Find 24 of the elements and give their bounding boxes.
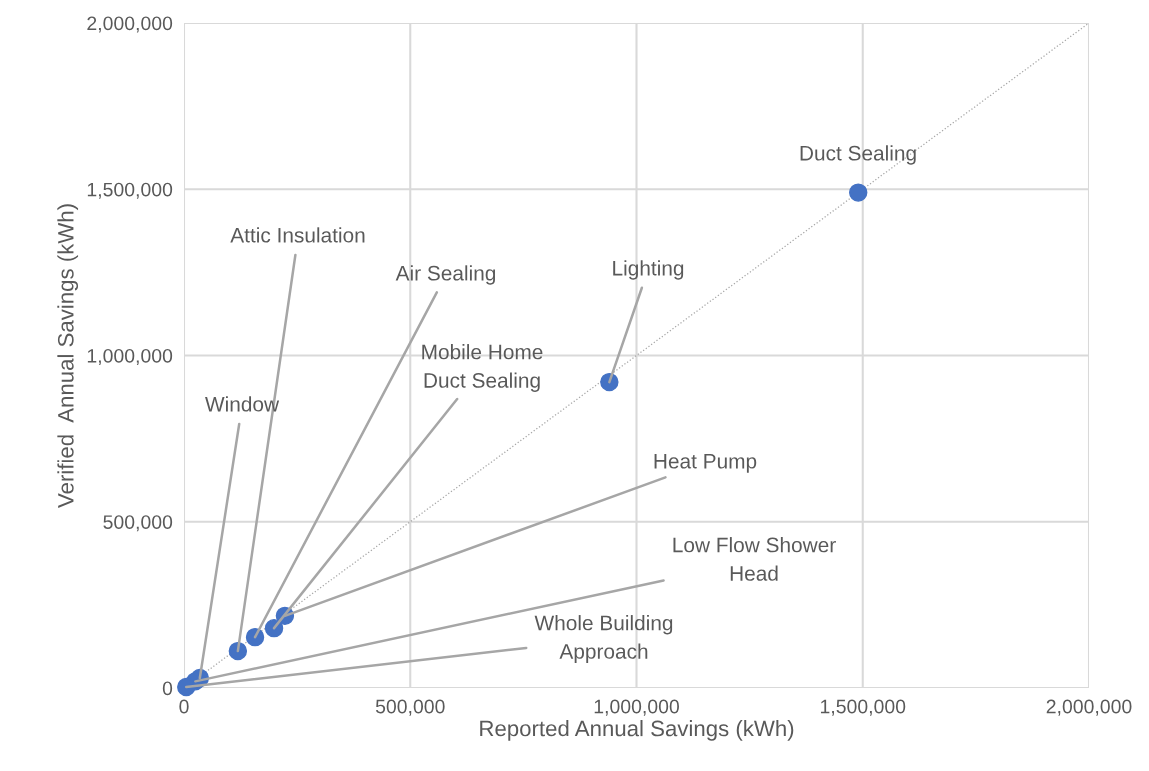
x-tick-label: 1,500,000 — [820, 699, 906, 716]
annotation: Lighting — [613, 260, 684, 280]
annotation: Low Flow Shower Head — [673, 537, 836, 581]
x-tick-label: 500,000 — [375, 699, 445, 716]
x-tick-label: 1,000,000 — [594, 699, 679, 716]
annotation: Air Sealing — [395, 265, 496, 285]
point — [849, 183, 868, 202]
annotation: Attic Insulation — [230, 227, 365, 243]
x-tick-label: 0 — [179, 699, 189, 714]
annotation: Whole Building Approach — [534, 615, 673, 663]
y-tick-label: 0 — [162, 681, 173, 696]
y-axis-title: Verified Annual Savings (kWh) — [57, 204, 79, 508]
y-tick-label: 500,000 — [103, 515, 173, 532]
y-tick-label: 1,500,000 — [87, 182, 173, 199]
annotation: Window — [205, 396, 280, 412]
x-tick-label: 2,000,000 — [1046, 699, 1132, 716]
annotation: Heat Pump — [654, 454, 757, 473]
annotation: Mobile Home Duct Sealing — [422, 344, 543, 392]
y-tick-label: 1,000,000 — [87, 348, 173, 366]
point — [245, 627, 265, 647]
y-tick-label: 2,000,000 — [87, 16, 173, 33]
x-axis-title: Reported Annual Savings (kWh) — [480, 720, 794, 741]
annotation: Duct Sealing — [800, 145, 916, 165]
point — [228, 641, 248, 661]
